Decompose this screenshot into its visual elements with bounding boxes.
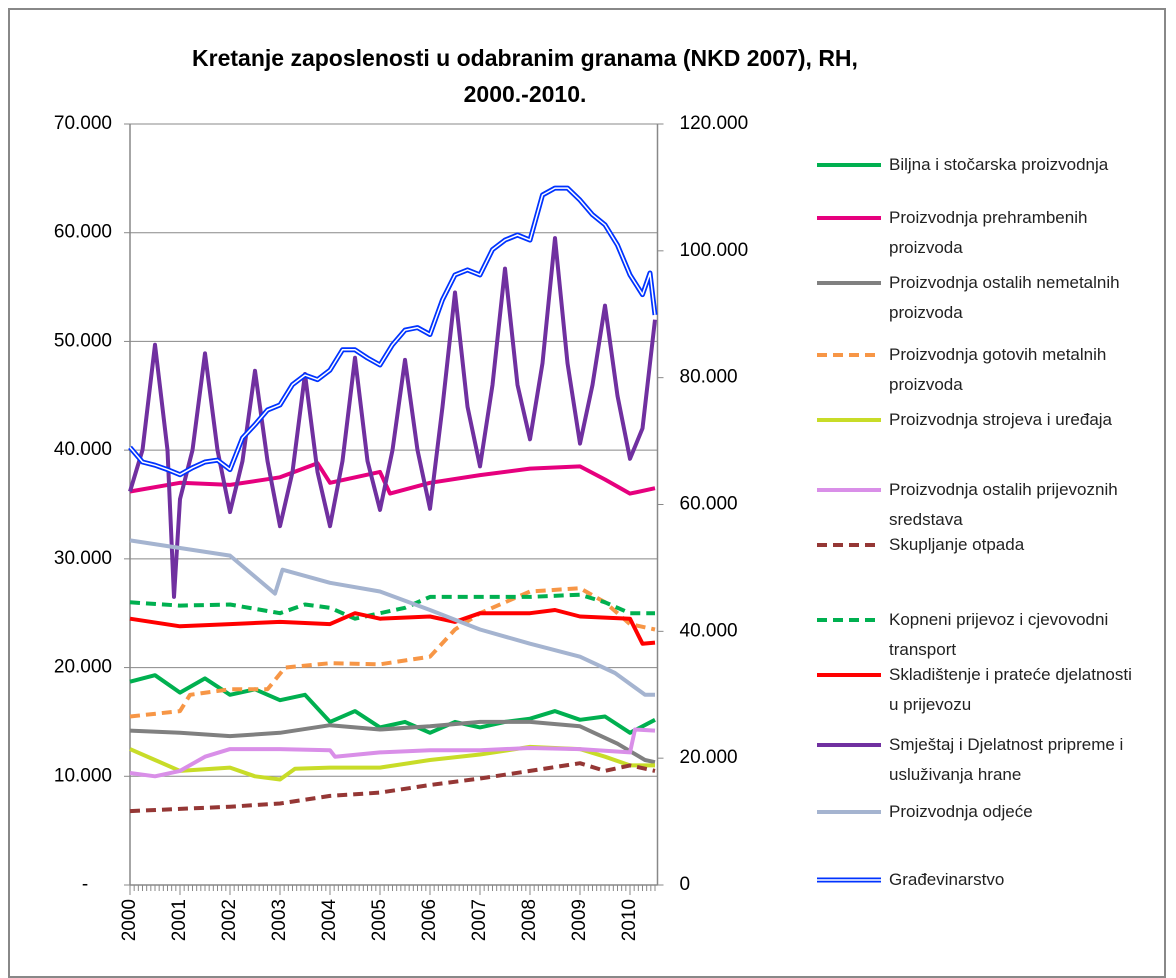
series-line [129, 586, 656, 719]
legend-entry: Proizvodnja prehrambenih proizvoda [815, 203, 1145, 263]
legend-label: Proizvodnja ostalih nemetalnih proizvoda [889, 273, 1120, 322]
y2-tick-label: 80.000 [680, 367, 738, 388]
y2-tick-label: 120.000 [680, 113, 749, 134]
x-tick-label: 2008 [519, 899, 540, 941]
legend-label: Smještaj i Djelatnost pripreme i usluživ… [889, 735, 1124, 784]
x-tick-label: 2010 [619, 899, 640, 941]
legend-label: Skladištenje i prateće djelatnosti u pri… [889, 665, 1132, 714]
x-tick-label: 2004 [319, 899, 340, 942]
legend-entry: Proizvodnja gotovih metalnih proizvoda [815, 340, 1145, 400]
legend-entry: Smještaj i Djelatnost pripreme i usluživ… [815, 730, 1145, 790]
y2-tick-label: 40.000 [680, 620, 738, 641]
series-line [129, 592, 655, 621]
y-tick-label: 20.000 [54, 657, 112, 678]
legend-swatch [817, 543, 881, 547]
legend-swatch [817, 743, 881, 747]
series-line [129, 761, 656, 814]
x-tick-label: 2007 [469, 899, 490, 941]
series-line [129, 538, 655, 697]
legend-swatch [817, 673, 881, 677]
chart-title: Kretanje zaposlenosti u odabranim granam… [192, 45, 858, 107]
y-tick-label: 10.000 [54, 765, 112, 786]
y2-tick-label: 0 [680, 874, 691, 895]
series-line [129, 461, 656, 496]
x-tick-label: 2000 [119, 899, 140, 941]
legend-swatch [817, 281, 881, 285]
x-tick-label: 2009 [569, 899, 590, 941]
legend-swatch [817, 618, 881, 622]
series-line-inner [129, 187, 656, 476]
series-line [128, 236, 657, 599]
legend-label: Proizvodnja ostalih prijevoznih sredstav… [889, 480, 1118, 529]
legend-label: Biljna i stočarska proizvodnja [889, 155, 1109, 174]
legend-entry: Proizvodnja ostalih prijevoznih sredstav… [815, 475, 1145, 535]
y2-tick-label: 100.000 [680, 240, 749, 261]
legend-swatch [817, 163, 881, 167]
legend-entry: Skladištenje i prateće djelatnosti u pri… [815, 660, 1145, 720]
legend-entry: Proizvodnja strojeva i uređaja [815, 405, 1145, 435]
x-tick-label: 2006 [419, 899, 440, 941]
x-tick-label: 2002 [219, 899, 240, 941]
legend-entry: Proizvodnja ostalih nemetalnih proizvoda [815, 268, 1145, 328]
x-tick-label: 2001 [169, 899, 190, 941]
y2-tick-label: 60.000 [680, 494, 738, 515]
legend-label: Skupljanje otpada [889, 535, 1025, 554]
series-line [129, 719, 656, 765]
legend-entry: Skupljanje otpada [815, 530, 1145, 560]
legend-entry: Kopneni prijevoz i cjevovodni transport [815, 605, 1145, 665]
x-tick-label: 2003 [269, 899, 290, 941]
legend-swatch [817, 810, 881, 814]
legend-label: Kopneni prijevoz i cjevovodni transport [889, 610, 1109, 659]
legend-entry: Proizvodnja odjeće [815, 797, 1145, 827]
legend-label: Građevinarstvo [889, 870, 1005, 889]
y-tick-label: 60.000 [54, 222, 112, 243]
y-tick-label: 40.000 [54, 439, 112, 460]
legend-swatch [817, 488, 881, 492]
series-line [129, 727, 656, 779]
series-line [129, 608, 656, 646]
legend-label: Proizvodnja gotovih metalnih proizvoda [889, 345, 1107, 394]
y-tick-label: 30.000 [54, 548, 112, 569]
legend-label: Proizvodnja odjeće [889, 802, 1033, 821]
series-line [129, 744, 655, 782]
legend-label: Proizvodnja strojeva i uređaja [889, 410, 1113, 429]
legend-entry: Građevinarstvo [815, 865, 1145, 895]
x-tick-label: 2005 [369, 899, 390, 941]
y2-tick-label: 20.000 [680, 747, 738, 768]
legend-swatch [817, 418, 881, 422]
legend-label: Proizvodnja prehrambenih proizvoda [889, 208, 1088, 257]
legend-entry: Biljna i stočarska proizvodnja [815, 150, 1145, 180]
series-line [129, 673, 656, 735]
y-tick-label: - [82, 874, 88, 895]
y-tick-label: 50.000 [54, 330, 112, 351]
legend-swatch [817, 353, 881, 357]
y-tick-label: 70.000 [54, 113, 112, 134]
legend-swatch [817, 877, 881, 883]
legend-swatch [817, 216, 881, 220]
